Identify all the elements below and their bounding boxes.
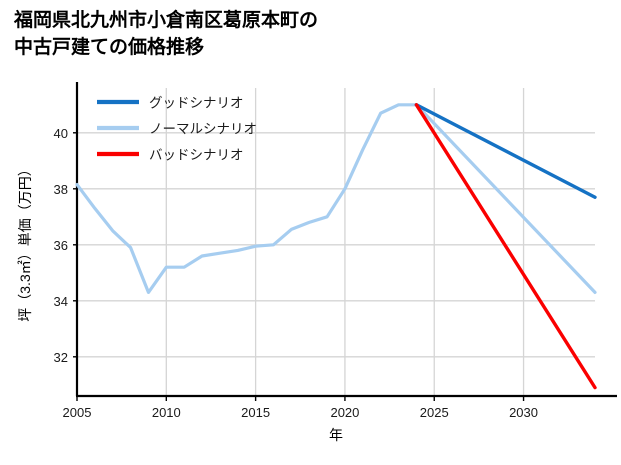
x-axis-title: 年	[329, 427, 343, 443]
x-tick-label-2015: 2015	[241, 405, 270, 420]
x-tick-labels: 2005 2010 2015 2020 2025 2030	[63, 405, 538, 420]
x-tick-label-2005: 2005	[63, 405, 92, 420]
y-tick-labels: 32 34 36 38 40	[54, 126, 68, 365]
legend-label-2: バッドシナリオ	[149, 148, 244, 163]
y-axis-title: 坪（3.3㎡）単価（万円）	[17, 162, 33, 321]
y-tick-label-32: 32	[54, 350, 68, 365]
gridlines-group	[77, 88, 595, 396]
series-line-good	[414, 103, 597, 199]
series-lines-group	[75, 103, 597, 390]
series-line-normal	[75, 103, 597, 294]
x-tick-label-2030: 2030	[509, 405, 538, 420]
y-tick-label-38: 38	[54, 182, 68, 197]
y-tick-label-34: 34	[54, 294, 68, 309]
y-tick-label-36: 36	[54, 238, 68, 253]
chart-title: 福岡県北九州市小倉南区葛原本町の 中古戸建ての価格推移	[14, 10, 319, 58]
legend-label-0: グッドシナリオ	[149, 96, 244, 111]
x-tick-label-2025: 2025	[420, 405, 449, 420]
x-tick-label-2010: 2010	[152, 405, 181, 420]
y-tick-label-40: 40	[54, 126, 68, 141]
legend-label-1: ノーマルシナリオ	[149, 122, 257, 137]
series-line-bad	[414, 103, 597, 390]
x-tick-label-2020: 2020	[330, 405, 359, 420]
